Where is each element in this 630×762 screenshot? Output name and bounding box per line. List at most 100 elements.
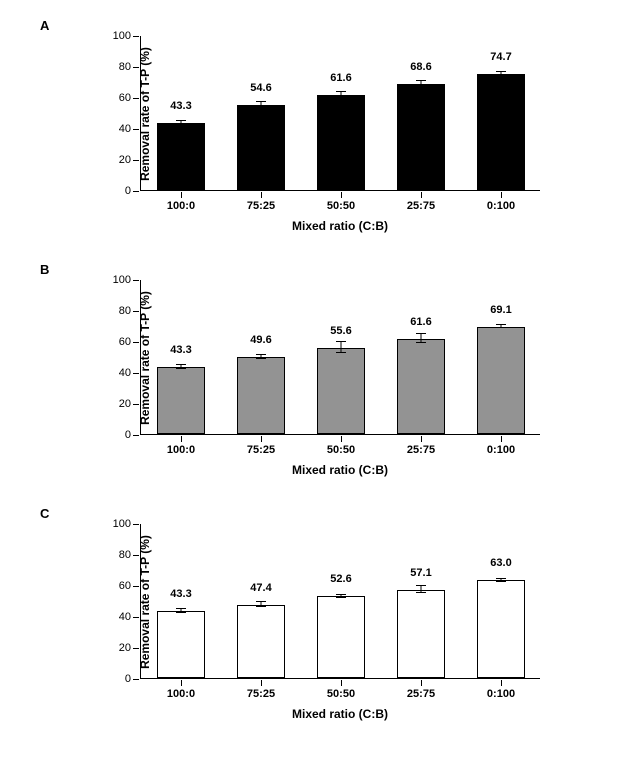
y-tick-label: 40 xyxy=(119,611,131,623)
y-tick-label: 100 xyxy=(113,518,131,530)
y-tick xyxy=(133,280,139,281)
panel-a: A 020406080100100:043.375:2554.650:5061.… xyxy=(50,18,590,256)
y-tick-label: 80 xyxy=(119,549,131,561)
y-tick-label: 20 xyxy=(119,642,131,654)
error-cap xyxy=(176,612,186,613)
error-cap xyxy=(256,108,266,109)
x-tick-label: 50:50 xyxy=(327,688,355,700)
error-cap xyxy=(336,91,346,92)
x-tick xyxy=(501,192,502,198)
bar: 57.1 xyxy=(397,590,445,679)
x-tick-label: 75:25 xyxy=(247,200,275,212)
bar: 52.6 xyxy=(317,596,365,678)
error-cap xyxy=(496,71,506,72)
x-tick-label: 50:50 xyxy=(327,200,355,212)
plot-area: 020406080100100:043.375:2547.450:5052.62… xyxy=(140,524,540,679)
bar-value-label: 55.6 xyxy=(330,325,351,337)
panel-label: B xyxy=(40,262,49,277)
error-cap xyxy=(416,592,426,593)
bar: 54.6 xyxy=(237,105,285,190)
error-cap xyxy=(416,86,426,87)
y-tick-label: 80 xyxy=(119,305,131,317)
x-tick-label: 75:25 xyxy=(247,688,275,700)
bar-value-label: 68.6 xyxy=(410,61,431,73)
x-tick-label: 0:100 xyxy=(487,444,515,456)
chart-b: 020406080100100:043.375:2549.650:5055.62… xyxy=(140,280,540,435)
y-tick-label: 0 xyxy=(125,429,131,441)
y-tick-label: 20 xyxy=(119,398,131,410)
plot-area: 020406080100100:043.375:2549.650:5055.62… xyxy=(140,280,540,435)
bar: 61.6 xyxy=(397,339,445,434)
x-tick-label: 100:0 xyxy=(167,200,195,212)
x-tick-label: 100:0 xyxy=(167,688,195,700)
bar: 47.4 xyxy=(237,605,285,678)
x-tick-label: 25:75 xyxy=(407,200,435,212)
x-tick xyxy=(421,680,422,686)
x-tick xyxy=(181,436,182,442)
error-cap xyxy=(416,333,426,334)
bar-value-label: 43.3 xyxy=(170,344,191,356)
bar: 74.7 xyxy=(477,74,525,190)
y-tick-label: 100 xyxy=(113,30,131,42)
x-axis-label: Mixed ratio (C:B) xyxy=(292,219,388,233)
panel-label: A xyxy=(40,18,49,33)
bar: 43.3 xyxy=(157,367,205,434)
y-tick xyxy=(133,36,139,37)
bar: 49.6 xyxy=(237,357,285,434)
y-tick-label: 0 xyxy=(125,185,131,197)
bar-value-label: 54.6 xyxy=(250,82,271,94)
x-tick-label: 50:50 xyxy=(327,444,355,456)
x-tick-label: 0:100 xyxy=(487,688,515,700)
x-tick xyxy=(501,680,502,686)
x-tick-label: 100:0 xyxy=(167,444,195,456)
error-cap xyxy=(256,358,266,359)
bar: 43.3 xyxy=(157,123,205,190)
bar-value-label: 63.0 xyxy=(490,557,511,569)
x-tick xyxy=(501,436,502,442)
y-tick-label: 20 xyxy=(119,154,131,166)
error-cap xyxy=(336,352,346,353)
error-cap xyxy=(336,341,346,342)
error-cap xyxy=(256,601,266,602)
error-cap xyxy=(416,585,426,586)
figure-page: A 020406080100100:043.375:2554.650:5061.… xyxy=(0,0,630,762)
bar: 43.3 xyxy=(157,611,205,678)
y-tick-label: 0 xyxy=(125,673,131,685)
y-tick-label: 40 xyxy=(119,367,131,379)
error-cap xyxy=(256,354,266,355)
panel-label: C xyxy=(40,506,49,521)
y-tick-label: 40 xyxy=(119,123,131,135)
panel-b: B 020406080100100:043.375:2549.650:5055.… xyxy=(50,262,590,500)
error-cap xyxy=(496,327,506,328)
x-tick xyxy=(421,436,422,442)
y-tick-label: 60 xyxy=(119,580,131,592)
error-cap xyxy=(336,96,346,97)
bar-value-label: 61.6 xyxy=(410,316,431,328)
x-tick xyxy=(181,680,182,686)
x-axis-label: Mixed ratio (C:B) xyxy=(292,463,388,477)
y-axis-label: Removal rate of T-P (%) xyxy=(138,535,152,669)
bar: 61.6 xyxy=(317,95,365,190)
error-cap xyxy=(256,101,266,102)
chart-a: 020406080100100:043.375:2554.650:5061.62… xyxy=(140,36,540,191)
error-cap xyxy=(336,597,346,598)
error-cap xyxy=(416,342,426,343)
error-cap xyxy=(176,608,186,609)
bar-value-label: 57.1 xyxy=(410,567,431,579)
bar-value-label: 43.3 xyxy=(170,100,191,112)
x-tick xyxy=(261,192,262,198)
x-tick xyxy=(341,680,342,686)
bar-value-label: 47.4 xyxy=(250,582,271,594)
bar-value-label: 52.6 xyxy=(330,573,351,585)
y-axis-label: Removal rate of T-P (%) xyxy=(138,47,152,181)
bar: 68.6 xyxy=(397,84,445,190)
y-tick-label: 100 xyxy=(113,274,131,286)
panel-c: C 020406080100100:043.375:2547.450:5052.… xyxy=(50,506,590,744)
bar-value-label: 49.6 xyxy=(250,334,271,346)
bar: 63.0 xyxy=(477,580,525,678)
error-cap xyxy=(176,368,186,369)
bar-value-label: 69.1 xyxy=(490,304,511,316)
chart-c: 020406080100100:043.375:2547.450:5052.62… xyxy=(140,524,540,679)
y-tick-label: 80 xyxy=(119,61,131,73)
x-tick-label: 25:75 xyxy=(407,688,435,700)
